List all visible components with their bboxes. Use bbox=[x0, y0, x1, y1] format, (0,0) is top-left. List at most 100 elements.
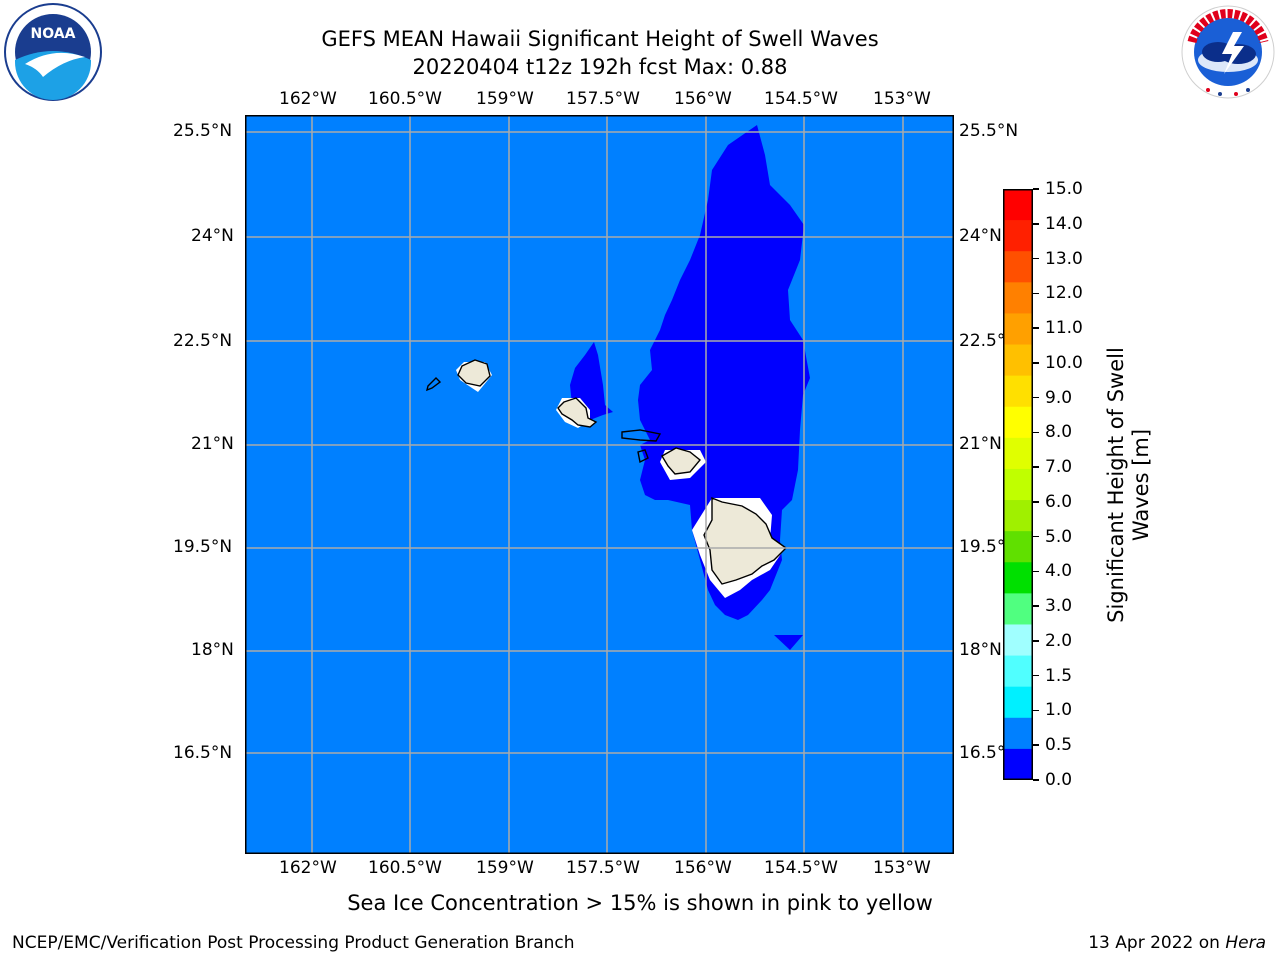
lon-label-top: 159°W bbox=[476, 89, 534, 109]
lon-label-bottom: 160.5°W bbox=[368, 858, 442, 878]
colorbar-band bbox=[1003, 531, 1033, 563]
colorbar-tick: 0.5 bbox=[1033, 735, 1073, 756]
colorbar-tick-mark bbox=[1033, 570, 1039, 573]
colorbar-tick-mark bbox=[1033, 396, 1039, 399]
colorbar-tick-mark bbox=[1033, 674, 1039, 677]
lon-label-bottom: 159°W bbox=[476, 858, 534, 878]
island-hawaii bbox=[703, 496, 788, 585]
colorbar-band bbox=[1003, 686, 1033, 719]
island-niihau bbox=[425, 377, 442, 392]
colorbar-tick-mark bbox=[1033, 744, 1039, 746]
lat-label-left: 19.5°N bbox=[173, 537, 233, 557]
noaa-logo-text: NOAA bbox=[31, 26, 76, 42]
colorbar-band bbox=[1003, 251, 1033, 283]
colorbar-tick-label: 5.0 bbox=[1045, 526, 1073, 547]
colorbar-band bbox=[1003, 748, 1033, 781]
colorbar-bands bbox=[1003, 189, 1033, 781]
lon-label-bottom: 157.5°W bbox=[566, 858, 640, 878]
lon-label-top: 153°W bbox=[873, 89, 931, 109]
colorbar-band bbox=[1003, 344, 1033, 377]
colorbar-band bbox=[1003, 437, 1033, 470]
map-title: GEFS MEAN Hawaii Significant Height of S… bbox=[321, 27, 879, 51]
colorbar-band bbox=[1003, 375, 1033, 408]
colorbar-tick: 14.0 bbox=[1033, 213, 1083, 234]
colorbar-tick-label: 12.0 bbox=[1045, 283, 1083, 304]
colorbar-ticks: 15.0 14.0 13.0 12.0 11.0 10.0 9.0 8.0 7.0 6.0 5.0 4… bbox=[1033, 179, 1110, 800]
colorbar-band bbox=[1003, 562, 1033, 594]
low-swell-region bbox=[774, 635, 803, 650]
colorbar-tick: 9.0 bbox=[1033, 387, 1073, 408]
colorbar-band bbox=[1003, 406, 1033, 439]
colorbar-tick-label: 4.0 bbox=[1045, 561, 1073, 582]
colorbar-tick-label: 2.0 bbox=[1045, 630, 1073, 651]
colorbar-tick-mark bbox=[1033, 362, 1039, 364]
lat-label-left: 22.5°N bbox=[173, 331, 233, 351]
lon-label-bottom: 162°W bbox=[279, 858, 337, 878]
colorbar-band bbox=[1003, 468, 1033, 501]
colorbar-tick-label: 10.0 bbox=[1045, 352, 1083, 373]
lon-label-top: 160.5°W bbox=[368, 89, 442, 109]
footer-date: 13 Apr 2022 on bbox=[1088, 933, 1220, 953]
colorbar-band bbox=[1003, 593, 1033, 625]
colorbar-tick-label: 13.0 bbox=[1045, 248, 1083, 269]
colorbar-tick-mark bbox=[1033, 327, 1039, 329]
island-molokai bbox=[621, 429, 662, 442]
colorbar-band bbox=[1003, 313, 1033, 346]
noaa-logo: NOAA bbox=[4, 3, 102, 101]
colorbar-tick: 1.5 bbox=[1033, 666, 1072, 686]
colorbar-label-wrap: Significant Height of Swell Waves [m] bbox=[1103, 190, 1155, 780]
colorbar-tick-mark bbox=[1033, 709, 1039, 712]
colorbar-tick-label: 14.0 bbox=[1045, 213, 1083, 234]
colorbar-tick-label: 9.0 bbox=[1045, 387, 1073, 408]
colorbar-tick-mark bbox=[1033, 223, 1039, 225]
colorbar-frame bbox=[1003, 189, 1033, 780]
map-panel bbox=[245, 115, 954, 854]
colorbar-band bbox=[1003, 717, 1033, 750]
lon-label-top: 157.5°W bbox=[566, 89, 640, 109]
island-lanai bbox=[637, 449, 649, 464]
lon-label-bottom: 153°W bbox=[873, 858, 931, 878]
colorbar-tick: 0.0 bbox=[1033, 770, 1073, 790]
colorbar-tick-label: 0.5 bbox=[1045, 735, 1073, 756]
colorbar-band bbox=[1003, 220, 1033, 252]
colorbar-band bbox=[1003, 189, 1033, 221]
colorbar-tick: 13.0 bbox=[1033, 248, 1083, 269]
colorbar-tick: 8.0 bbox=[1033, 422, 1073, 443]
ocean-background bbox=[245, 115, 954, 854]
caption: Sea Ice Concentration > 15% is shown in … bbox=[347, 891, 933, 915]
colorbar-tick-mark bbox=[1033, 257, 1039, 260]
colorbar-tick-label: 11.0 bbox=[1045, 318, 1083, 339]
island-kauai bbox=[457, 359, 491, 387]
lon-label-bottom: 154.5°W bbox=[764, 858, 838, 878]
colorbar-tick: 2.0 bbox=[1033, 630, 1073, 651]
lat-label-right: 18°N bbox=[959, 640, 1002, 660]
lat-label-right: 24°N bbox=[959, 226, 1002, 246]
colorbar-band bbox=[1003, 500, 1033, 532]
lat-label-left: 25.5°N bbox=[173, 121, 233, 141]
colorbar-tick: 7.0 bbox=[1033, 457, 1073, 478]
colorbar-tick: 10.0 bbox=[1033, 352, 1083, 373]
colorbar-tick: 5.0 bbox=[1033, 526, 1073, 547]
lon-label-bottom: 156°W bbox=[674, 858, 732, 878]
colorbar-tick: 12.0 bbox=[1033, 283, 1083, 304]
footer-right: 13 Apr 2022 on Hera bbox=[1088, 933, 1266, 953]
colorbar-tick-mark bbox=[1033, 535, 1039, 538]
colorbar-band bbox=[1003, 655, 1033, 688]
colorbar-tick-mark bbox=[1033, 501, 1039, 503]
colorbar-band bbox=[1003, 282, 1033, 314]
colorbar-tick: 1.0 bbox=[1033, 700, 1072, 720]
colorbar-tick: 4.0 bbox=[1033, 561, 1073, 582]
colorbar-tick-label: 7.0 bbox=[1045, 457, 1073, 478]
map-frame bbox=[245, 115, 954, 854]
colorbar-tick-mark bbox=[1033, 466, 1039, 468]
colorbar-tick-label: 0.0 bbox=[1045, 770, 1073, 790]
colorbar-tick-label: 8.0 bbox=[1045, 422, 1073, 443]
colorbar-tick: 15.0 bbox=[1033, 179, 1083, 199]
colorbar bbox=[1003, 189, 1033, 781]
lon-label-top: 156°W bbox=[674, 89, 732, 109]
colorbar-tick-label: 6.0 bbox=[1045, 491, 1073, 512]
island-oahu bbox=[557, 397, 598, 428]
colorbar-tick-mark bbox=[1033, 292, 1039, 295]
colorbar-label: Significant Height of Swell Waves [m] bbox=[1104, 347, 1153, 623]
colorbar-tick: 3.0 bbox=[1033, 596, 1072, 616]
